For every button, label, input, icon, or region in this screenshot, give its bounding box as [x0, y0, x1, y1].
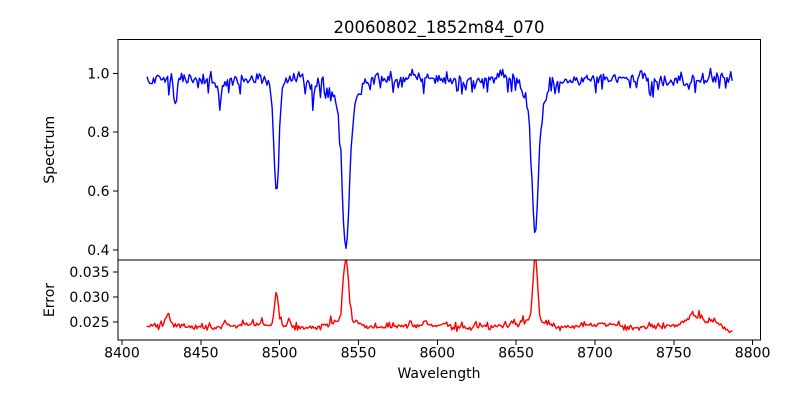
x-tick-label: 8450 [183, 346, 219, 362]
spectrum-line [146, 67, 733, 250]
error-line [146, 260, 733, 334]
error-panel-border [117, 259, 761, 341]
spectrum-y-tick-label: 0.8 [87, 125, 109, 141]
x-tick-label: 8400 [104, 346, 140, 362]
spectrum-y-tick-label: 0.6 [87, 184, 109, 200]
x-axis-label: Wavelength [397, 366, 480, 382]
x-tick-label: 8550 [341, 346, 377, 362]
x-tick-label: 8650 [498, 346, 534, 362]
spectrum-panel-border [117, 39, 761, 261]
x-tick-label: 8750 [656, 346, 692, 362]
y-axis-label-spectrum: Spectrum [42, 116, 58, 184]
spectrum-y-tick-label: 1.0 [87, 66, 109, 82]
x-tick-label: 8800 [735, 346, 771, 362]
error-y-tick-label: 0.035 [69, 265, 109, 281]
x-tick-label: 8600 [419, 346, 455, 362]
y-axis-label-error: Error [42, 283, 58, 317]
x-tick-label: 8500 [262, 346, 298, 362]
error-y-tick-label: 0.025 [69, 315, 109, 331]
error-y-tick-label: 0.030 [69, 290, 109, 306]
x-tick-label: 8700 [577, 346, 613, 362]
plot-title: 20060802_1852m84_070 [333, 18, 544, 38]
spectrum-y-tick-label: 0.4 [87, 243, 109, 259]
